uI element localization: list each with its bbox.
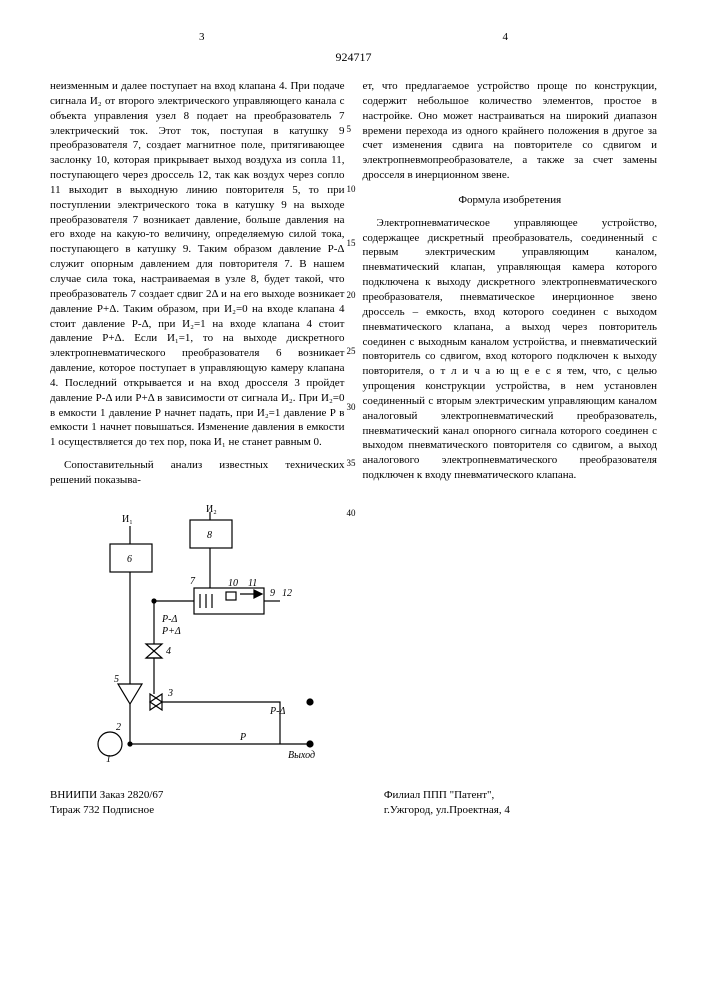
label-4: 4 — [166, 646, 171, 657]
label-10: 10 — [228, 578, 238, 589]
footer: ВНИИПИ Заказ 2820/67 Тираж 732 Подписное… — [50, 788, 657, 818]
label-3: 3 — [167, 688, 173, 699]
label-pplus: Р+Δ — [161, 626, 181, 637]
label-vyhod: Выход — [288, 750, 315, 761]
label-7: 7 — [190, 576, 196, 587]
line-marker: 35 — [347, 457, 356, 469]
label-i2: И₂ — [206, 504, 217, 515]
label-pminus2: Р-Δ — [269, 706, 285, 717]
col-number-right: 4 — [503, 30, 509, 45]
label-5: 5 — [114, 674, 119, 685]
line-marker: 20 — [347, 289, 356, 301]
label-2: 2 — [116, 722, 121, 733]
label-9: 9 — [270, 588, 275, 599]
line-marker: 15 — [347, 237, 356, 249]
label-i1: И₁ — [122, 514, 133, 525]
schematic-diagram: И₁ И₂ 6 8 7 10 11 9 12 Р-Δ Р+Δ 4 5 3 Р-Δ… — [50, 504, 390, 774]
footer-tirazh: Тираж 732 Подписное — [50, 803, 384, 818]
right-text-main: ет, что предлагаемое устройство проще по… — [363, 79, 658, 183]
label-11: 11 — [248, 578, 257, 589]
line-marker: 25 — [347, 345, 356, 357]
label-p: Р — [239, 732, 246, 743]
footer-branch: Филиал ППП "Патент", — [384, 788, 657, 803]
line-marker: 30 — [347, 401, 356, 413]
col-number-left: 3 — [199, 30, 205, 45]
line-marker: 40 — [347, 507, 356, 519]
left-text-para2: Сопоставительный анализ известных технич… — [50, 458, 345, 488]
label-12: 12 — [282, 588, 292, 599]
footer-address: г.Ужгород, ул.Проектная, 4 — [384, 803, 657, 818]
formula-header: Формула изобретения — [363, 193, 658, 208]
label-8: 8 — [207, 530, 212, 541]
label-1: 1 — [106, 754, 111, 765]
formula-text: Электропневматическое управляющее устрой… — [363, 216, 658, 483]
patent-number: 924717 — [50, 49, 657, 65]
left-text-main: неизменным и далее поступает на вход кла… — [50, 79, 345, 450]
line-marker: 5 — [347, 123, 352, 135]
left-column: неизменным и далее поступает на вход кла… — [50, 79, 345, 488]
label-pminus: Р-Δ — [161, 614, 177, 625]
footer-order: ВНИИПИ Заказ 2820/67 — [50, 788, 384, 803]
line-marker: 10 — [347, 183, 356, 195]
label-6: 6 — [127, 554, 132, 565]
right-column: 5 10 15 20 25 30 35 40 ет, что предлагае… — [363, 79, 658, 488]
